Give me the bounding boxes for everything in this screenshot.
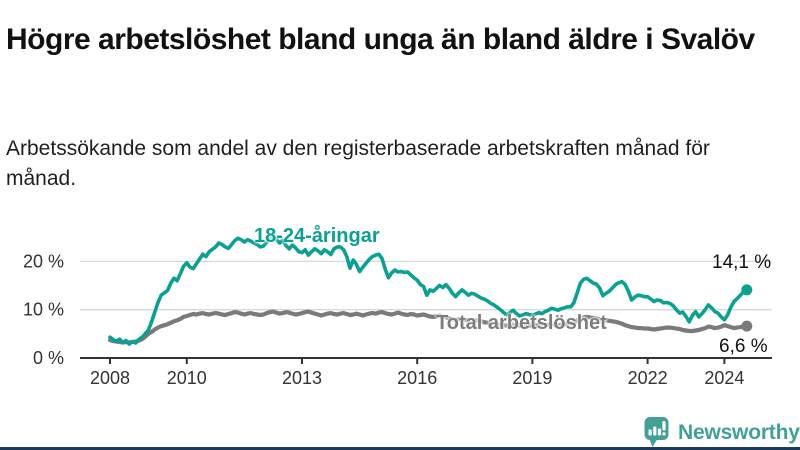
page-title: Högre arbetslöshet bland unga än bland ä… (6, 23, 755, 57)
newsworthy-logo-icon (644, 417, 669, 447)
x-tick-label: 2008 (90, 368, 130, 388)
newsworthy-logo: Newsworthy (644, 416, 800, 449)
end-value-total: 6,6 % (719, 336, 768, 357)
bottom-accent-bar (0, 447, 800, 450)
y-tick-label: 0 % (33, 348, 64, 368)
end-value-young: 14,1 % (712, 252, 772, 273)
series-line-young (108, 233, 749, 346)
chart-subtitle: Arbetssökande som andel av den registerb… (6, 137, 710, 190)
series-line-total (107, 309, 749, 345)
series-label-young: 18-24-åringar (254, 225, 380, 247)
x-tick-label: 2019 (512, 368, 552, 388)
line-chart: 2008 2010 2013 2016 2019 2022 2024 0 % 10 % 20 % (23, 233, 772, 388)
y-tick-label: 20 % (23, 251, 64, 271)
y-tick-label: 10 % (23, 300, 64, 320)
series-label-total: Total arbetslöshet (436, 312, 607, 334)
series-end-dot-total (741, 320, 753, 332)
series-end-dot-young (741, 284, 753, 296)
x-tick-label: 2013 (282, 368, 322, 388)
x-tick-label: 2024 (704, 368, 744, 388)
x-tick-label: 2010 (167, 368, 207, 388)
x-tick-label: 2022 (628, 368, 668, 388)
newsworthy-logo-text: Newsworthy (678, 420, 800, 444)
x-tick-label: 2016 (397, 368, 437, 388)
